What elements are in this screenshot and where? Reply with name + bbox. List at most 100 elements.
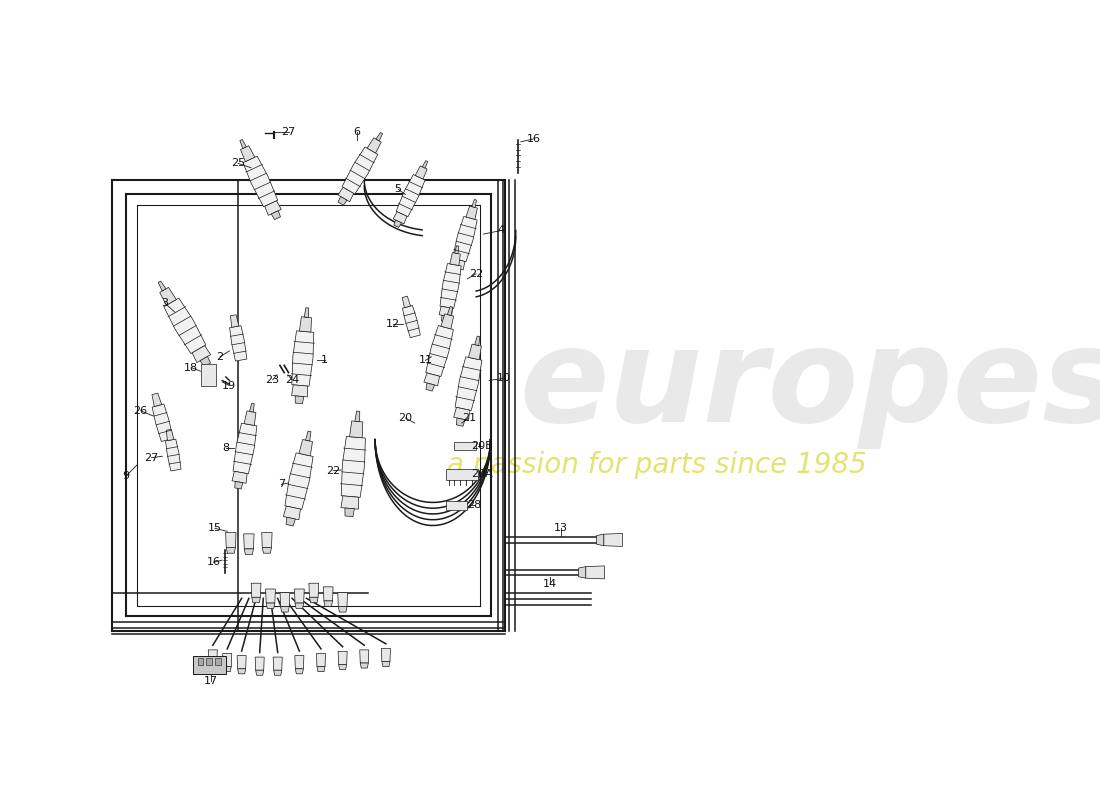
Polygon shape [317, 666, 324, 672]
Polygon shape [341, 437, 365, 498]
Polygon shape [338, 593, 348, 606]
Polygon shape [360, 650, 368, 663]
Polygon shape [382, 649, 390, 662]
Bar [198, 658, 204, 666]
Polygon shape [424, 373, 440, 386]
Polygon shape [227, 547, 235, 554]
Text: 17: 17 [204, 676, 218, 686]
Text: 26: 26 [133, 406, 147, 416]
Polygon shape [164, 298, 206, 354]
Polygon shape [232, 471, 248, 483]
Polygon shape [295, 656, 304, 669]
Polygon shape [415, 166, 427, 179]
Polygon shape [355, 411, 360, 422]
Polygon shape [266, 603, 275, 609]
Polygon shape [604, 534, 623, 546]
Polygon shape [160, 287, 176, 306]
Text: 25: 25 [231, 158, 245, 169]
Text: 27: 27 [144, 453, 158, 462]
Text: 8: 8 [222, 443, 229, 454]
Text: a passion for parts since 1985: a passion for parts since 1985 [448, 451, 867, 479]
Polygon shape [456, 418, 465, 426]
Polygon shape [230, 326, 246, 361]
Text: 11: 11 [419, 355, 432, 366]
Polygon shape [422, 161, 428, 168]
Polygon shape [272, 210, 280, 220]
Polygon shape [450, 253, 460, 266]
Polygon shape [299, 317, 311, 332]
Polygon shape [338, 651, 348, 665]
Text: 16: 16 [207, 558, 220, 567]
Polygon shape [338, 197, 346, 206]
Polygon shape [317, 654, 326, 666]
Polygon shape [234, 482, 243, 489]
Text: 21: 21 [462, 413, 476, 423]
Bar [446, 469, 478, 480]
Polygon shape [252, 598, 261, 602]
Polygon shape [403, 306, 420, 338]
Polygon shape [280, 593, 289, 606]
Polygon shape [244, 549, 253, 554]
Text: 7: 7 [278, 479, 285, 490]
Polygon shape [243, 156, 277, 207]
Text: 4: 4 [498, 226, 505, 235]
Text: 9: 9 [123, 470, 130, 481]
Text: 23: 23 [265, 375, 279, 385]
Polygon shape [265, 589, 275, 603]
Text: 22: 22 [326, 466, 340, 476]
Polygon shape [579, 566, 585, 578]
Polygon shape [382, 662, 390, 666]
Text: 13: 13 [554, 523, 569, 534]
Polygon shape [244, 534, 254, 549]
Polygon shape [469, 344, 482, 360]
Polygon shape [394, 220, 402, 227]
Bar [214, 658, 221, 666]
Polygon shape [342, 147, 377, 194]
Polygon shape [230, 314, 239, 327]
Polygon shape [238, 656, 246, 669]
Polygon shape [285, 453, 314, 510]
Polygon shape [451, 258, 465, 270]
Polygon shape [360, 663, 368, 668]
Text: 18: 18 [184, 362, 198, 373]
Text: 20: 20 [398, 413, 412, 423]
Polygon shape [403, 296, 410, 308]
Text: 20A: 20A [471, 470, 493, 479]
Text: 14: 14 [542, 579, 557, 589]
Polygon shape [262, 533, 272, 547]
Bar [446, 501, 468, 510]
Polygon shape [455, 357, 482, 410]
Polygon shape [453, 407, 470, 421]
Text: 1: 1 [321, 355, 328, 366]
Polygon shape [339, 665, 346, 670]
Polygon shape [441, 315, 449, 322]
Polygon shape [158, 281, 166, 291]
Bar [194, 656, 226, 674]
Text: 24: 24 [285, 375, 299, 385]
Text: 19: 19 [222, 381, 236, 390]
Polygon shape [241, 146, 255, 162]
Polygon shape [350, 421, 363, 438]
Polygon shape [255, 670, 264, 675]
Polygon shape [295, 669, 304, 674]
Polygon shape [265, 201, 282, 215]
Polygon shape [274, 670, 282, 675]
Polygon shape [255, 657, 264, 670]
Polygon shape [367, 138, 382, 153]
Polygon shape [338, 187, 354, 202]
Polygon shape [309, 598, 318, 602]
Polygon shape [250, 403, 254, 412]
Polygon shape [238, 669, 245, 674]
Polygon shape [240, 139, 246, 149]
Polygon shape [226, 533, 236, 547]
Polygon shape [299, 439, 312, 456]
Polygon shape [223, 666, 231, 672]
Polygon shape [273, 657, 283, 670]
Text: 16: 16 [527, 134, 541, 144]
Polygon shape [208, 650, 218, 663]
Polygon shape [448, 306, 453, 315]
Text: 12: 12 [386, 319, 400, 330]
Polygon shape [222, 654, 232, 666]
Polygon shape [475, 336, 480, 346]
Polygon shape [284, 506, 300, 520]
